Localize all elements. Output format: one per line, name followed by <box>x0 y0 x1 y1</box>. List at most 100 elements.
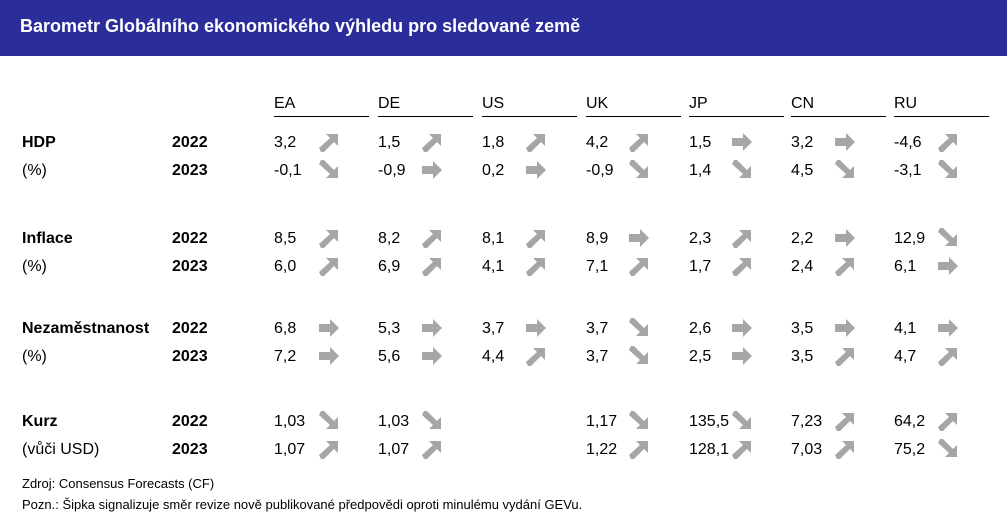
column-header-de: DE <box>378 95 473 117</box>
value-cell: 3,7 <box>586 320 609 337</box>
value-cell: 4,2 <box>586 134 609 151</box>
down-right-icon <box>937 438 959 460</box>
right-icon <box>628 227 650 249</box>
down-right-icon <box>834 159 856 181</box>
row-unit: (%) <box>22 348 47 365</box>
value-cell: 8,5 <box>274 230 297 247</box>
up-right-icon <box>421 227 443 249</box>
value-cell: 3,5 <box>791 320 814 337</box>
value-cell: 7,23 <box>791 413 823 430</box>
value-cell: 4,4 <box>482 348 505 365</box>
value-cell: 1,4 <box>689 162 712 179</box>
title-bar: Barometr Globálního ekonomického výhledu… <box>0 0 1007 56</box>
right-icon <box>318 317 340 339</box>
column-header-label: JP <box>689 95 708 112</box>
year-label: 2023 <box>172 258 208 275</box>
column-header-label: UK <box>586 95 609 112</box>
right-icon <box>421 345 443 367</box>
column-header-label: RU <box>894 95 918 112</box>
value-cell: 4,1 <box>482 258 505 275</box>
value-cell: 1,22 <box>586 441 618 458</box>
up-right-icon <box>731 227 753 249</box>
value-cell: -3,1 <box>894 162 922 179</box>
right-icon <box>731 131 753 153</box>
value-cell: 1,5 <box>689 134 712 151</box>
value-cell: 64,2 <box>894 413 926 430</box>
row-label: Inflace <box>22 230 73 247</box>
up-right-icon <box>628 255 650 277</box>
right-icon <box>731 317 753 339</box>
down-right-icon <box>318 410 340 432</box>
right-icon <box>834 227 856 249</box>
up-right-icon <box>318 227 340 249</box>
down-right-icon <box>628 159 650 181</box>
up-right-icon <box>318 255 340 277</box>
year-label: 2023 <box>172 162 208 179</box>
value-cell: 3,2 <box>791 134 814 151</box>
row-label: Nezaměstnanost <box>22 320 150 337</box>
value-cell: 7,1 <box>586 258 609 275</box>
right-icon <box>525 159 547 181</box>
up-right-icon <box>731 438 753 460</box>
value-cell: 1,8 <box>482 134 505 151</box>
year-label: 2023 <box>172 348 208 365</box>
value-cell: 2,4 <box>791 258 814 275</box>
row-unit: (vůči USD) <box>22 441 100 458</box>
source-note: Zdroj: Consensus Forecasts (CF) <box>22 476 215 491</box>
footnote: Pozn.: Šipka signalizuje směr revize nov… <box>22 497 583 512</box>
value-cell: 7,03 <box>791 441 823 458</box>
up-right-icon <box>421 131 443 153</box>
up-right-icon <box>318 438 340 460</box>
page-title: Barometr Globálního ekonomického výhledu… <box>20 16 581 36</box>
right-icon <box>421 317 443 339</box>
value-cell: 5,3 <box>378 320 401 337</box>
year-label: 2022 <box>172 230 208 247</box>
value-cell: 75,2 <box>894 441 926 458</box>
up-right-icon <box>834 438 856 460</box>
value-cell: 1,03 <box>378 413 410 430</box>
year-label: 2022 <box>172 134 208 151</box>
value-cell: 1,07 <box>274 441 306 458</box>
down-right-icon <box>628 345 650 367</box>
value-cell: 3,7 <box>586 348 609 365</box>
year-label: 2022 <box>172 413 208 430</box>
value-cell: -0,9 <box>378 162 406 179</box>
up-right-icon <box>525 345 547 367</box>
up-right-icon <box>834 345 856 367</box>
column-header-us: US <box>482 95 577 117</box>
down-right-icon <box>937 227 959 249</box>
column-header-ea: EA <box>274 95 369 117</box>
right-icon <box>731 345 753 367</box>
column-header-ru: RU <box>894 95 989 117</box>
column-header-label: CN <box>791 95 815 112</box>
up-right-icon <box>834 410 856 432</box>
value-cell: 1,03 <box>274 413 306 430</box>
value-cell: 135,5 <box>689 413 730 430</box>
right-icon <box>318 345 340 367</box>
up-right-icon <box>628 438 650 460</box>
year-label: 2023 <box>172 441 208 458</box>
up-right-icon <box>525 255 547 277</box>
up-right-icon <box>628 131 650 153</box>
right-icon <box>834 131 856 153</box>
column-header-jp: JP <box>689 95 784 117</box>
value-cell: 0,2 <box>482 162 505 179</box>
value-cell: 8,2 <box>378 230 401 247</box>
down-right-icon <box>421 410 443 432</box>
value-cell: 128,1 <box>689 441 730 458</box>
right-icon <box>937 317 959 339</box>
value-cell: 3,2 <box>274 134 297 151</box>
column-header-uk: UK <box>586 95 681 117</box>
down-right-icon <box>628 317 650 339</box>
value-cell: 5,6 <box>378 348 401 365</box>
value-cell: 2,2 <box>791 230 814 247</box>
up-right-icon <box>937 345 959 367</box>
value-cell: -0,9 <box>586 162 614 179</box>
column-header-label: DE <box>378 95 401 112</box>
value-cell: 1,07 <box>378 441 410 458</box>
row-label: Kurz <box>22 413 58 430</box>
column-header-label: US <box>482 95 505 112</box>
down-right-icon <box>731 159 753 181</box>
value-cell: 2,3 <box>689 230 712 247</box>
value-cell: 6,0 <box>274 258 297 275</box>
